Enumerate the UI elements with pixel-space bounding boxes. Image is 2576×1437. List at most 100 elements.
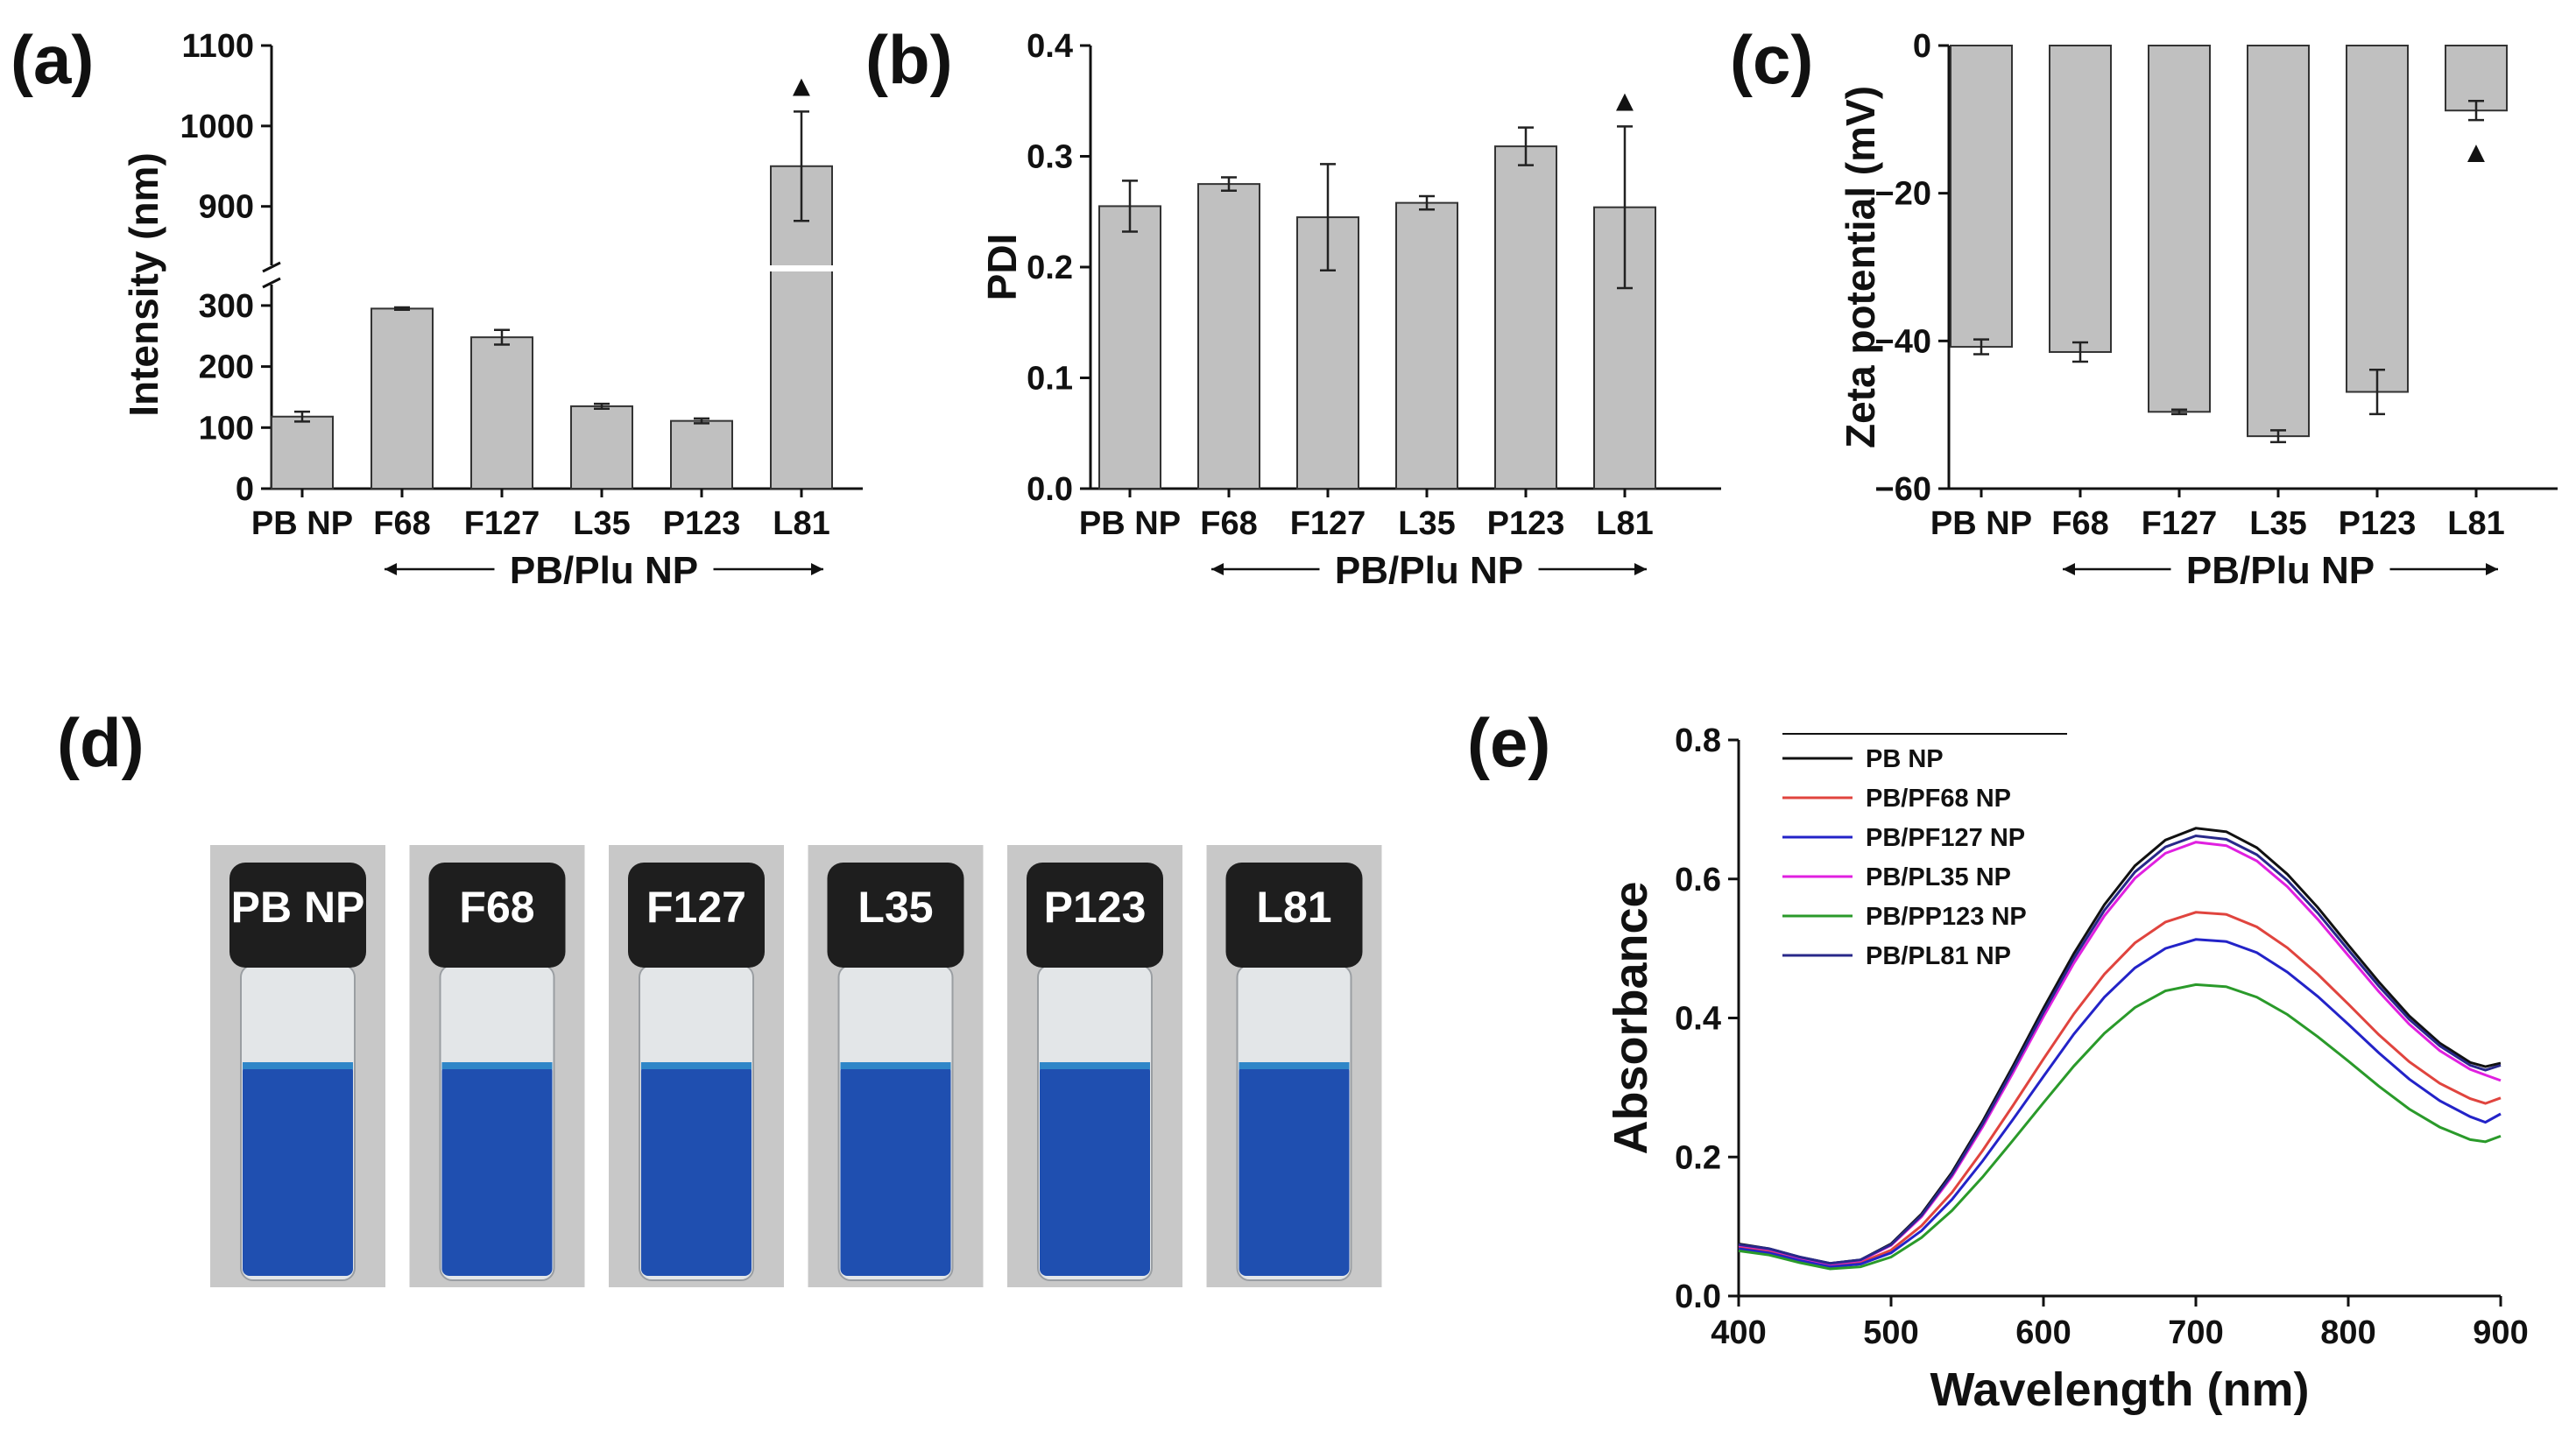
vial-f68-liquid [441, 1064, 553, 1276]
y-tick-label: 0.3 [1027, 139, 1073, 176]
series-line-pb-pl35-np [1738, 841, 2502, 1266]
y-tick-label: 1000 [180, 109, 254, 145]
panel-label-b: (b) [865, 21, 953, 98]
y-tick-label: 0.4 [1027, 28, 1073, 65]
x-tick-label: PB NP [251, 505, 353, 542]
y-tick-label: 300 [199, 288, 254, 325]
chart-a-intensity: 0 100 200 300 900 1000 1100 Intensity (nm) PB NP… [121, 28, 863, 592]
y-tick-label: 0.8 [1675, 722, 1721, 759]
bar-pb-np [1098, 205, 1161, 490]
series-line-pb-np [1738, 827, 2502, 1265]
group-label: PB/Plu NP [510, 549, 698, 592]
bar-p123 [1494, 145, 1557, 490]
x-tick-label: 900 [2473, 1314, 2528, 1351]
significance-marker: ▲ [1610, 84, 1640, 117]
y-tick-label: 0.1 [1027, 361, 1073, 398]
legend-label-pb-pl35-np: PB/PL35 NP [1866, 863, 2011, 891]
y-tick-label: 0.2 [1675, 1139, 1721, 1176]
y-tick-label: 100 [199, 410, 254, 447]
chart-b-pdi: 0.0 0.1 0.2 0.3 0.4 PDI PB NP F68 F127 L35 P123 L81… [979, 28, 1721, 592]
bar-break-gap [767, 265, 836, 271]
x-tick-label: L35 [573, 505, 630, 542]
y-tick-label: −20 [1875, 176, 1931, 213]
significance-marker: ▲ [2461, 136, 2491, 169]
vial-p123-label: P123 [1044, 883, 1147, 932]
y-tick-label: 900 [199, 189, 254, 226]
x-tick-label: L35 [2249, 505, 2306, 542]
x-tick-label: 400 [1711, 1314, 1766, 1351]
y-tick-label: −40 [1875, 323, 1931, 360]
bar-pb-np [271, 415, 334, 490]
bar-f68 [2049, 45, 2112, 353]
vial-p123-liquid [1040, 1064, 1150, 1276]
bar-l81 [2445, 45, 2508, 112]
significance-marker: ▲ [787, 69, 816, 102]
y-tick-label: 0.0 [1027, 471, 1073, 508]
vial-f127-label: F127 [646, 883, 746, 932]
vial-l35-meniscus [840, 1062, 951, 1069]
vial-f68-cap [428, 863, 566, 968]
bar-f127 [470, 336, 533, 490]
series-line-pb-pp123-np [1738, 983, 2502, 1271]
legend-label-pb-pf68-np: PB/PF68 NP [1866, 785, 2011, 813]
panel-label-a: (a) [11, 21, 94, 98]
vial-l81-meniscus [1239, 1062, 1350, 1069]
chart-e-absorbance: 400 500 600 700 800 900 0.0 0.2 0.4 0.6 0.8 Wavelen… [1605, 722, 2529, 1416]
y-tick-label: 1100 [182, 28, 254, 65]
bar-pb-np [1950, 45, 2013, 349]
vial-p123-cap [1027, 863, 1163, 968]
vial-l35-cap [827, 863, 964, 968]
x-axis-title: Wavelength (nm) [1930, 1363, 2309, 1416]
x-tick-label: PB NP [1079, 505, 1181, 542]
legend-label-pb-np: PB NP [1866, 745, 1944, 773]
bar-f127 [2148, 45, 2211, 413]
series-line-pb-pf68-np [1738, 911, 2502, 1267]
x-tick-label: 600 [2015, 1314, 2071, 1351]
vial-pb-np-label: PB NP [231, 883, 365, 932]
bar-l35 [1395, 201, 1458, 490]
group-arrowhead-right [1634, 563, 1647, 575]
y-tick-label: 0.6 [1675, 862, 1721, 898]
group-arrowhead-right [2486, 563, 2498, 575]
x-tick-label: L81 [2447, 505, 2504, 542]
vial-f68-meniscus [441, 1062, 553, 1069]
vial-l81-liquid [1239, 1064, 1350, 1276]
vial-f68-label: F68 [459, 883, 534, 932]
x-tick-label: F127 [2142, 505, 2218, 542]
bar-l35 [570, 405, 633, 490]
x-tick-label: L81 [773, 505, 829, 542]
group-arrowhead-left [1211, 563, 1224, 575]
axis-break-mark-top [262, 261, 281, 273]
vial-f127-liquid [641, 1064, 752, 1276]
vial-l35-label: L35 [857, 883, 933, 932]
y-axis-title: Zeta potential (mV) [1838, 86, 1883, 448]
vial-f127-meniscus [641, 1062, 752, 1069]
legend-label-pb-pl81-np: PB/PL81 NP [1866, 942, 2011, 970]
vial-l81-label: L81 [1256, 883, 1331, 932]
y-tick-label: 0 [1913, 28, 1931, 65]
legend-label-pb-pf127-np: PB/PF127 NP [1866, 824, 2025, 852]
x-tick-label: P123 [2339, 505, 2417, 542]
group-label: PB/Plu NP [1335, 549, 1523, 592]
bar-f68 [1197, 183, 1260, 490]
panel-label-d: (d) [57, 704, 145, 781]
vial-pb-np-meniscus [243, 1062, 353, 1069]
x-tick-label: L81 [1596, 505, 1653, 542]
x-tick-label: F127 [1290, 505, 1366, 542]
y-tick-label: 0 [236, 471, 254, 508]
vial-photo-panel: PB NP F68 F127 L35 P123 L81 [210, 845, 1382, 1287]
bar-l35 [2247, 45, 2310, 438]
y-tick-label: 0.4 [1675, 1001, 1721, 1038]
vial-p123-meniscus [1040, 1062, 1150, 1069]
bar-f68 [371, 307, 434, 490]
chart-c-zeta-potential: −60 −40 −20 0 Zeta potential (mV) PB NP F68 F12… [1838, 28, 2558, 592]
group-arrowhead-left [385, 563, 397, 575]
x-tick-label: F68 [1200, 505, 1257, 542]
x-tick-label: P123 [1487, 505, 1565, 542]
y-tick-label: −60 [1875, 471, 1931, 508]
group-arrowhead-right [811, 563, 823, 575]
y-axis-title: Absorbance [1605, 881, 1657, 1154]
group-arrowhead-left [2063, 563, 2075, 575]
panel-label-e: (e) [1467, 704, 1550, 781]
